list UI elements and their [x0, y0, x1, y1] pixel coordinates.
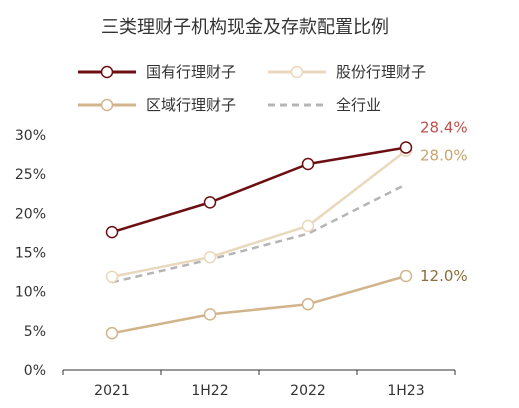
data-point — [301, 157, 315, 171]
data-point — [105, 326, 119, 340]
data-point — [203, 196, 217, 209]
data-point — [203, 308, 217, 321]
legend-item-4: 全行业 — [268, 96, 381, 114]
y-tick-label: 25% — [15, 167, 46, 183]
legend-label: 全行业 — [336, 96, 381, 114]
x-tick-label: 2022 — [290, 383, 326, 399]
series-3 — [105, 269, 413, 340]
legend-marker — [100, 65, 114, 79]
series-4 — [111, 183, 407, 284]
x-tick-label: 1H23 — [387, 383, 424, 399]
series-line — [111, 274, 407, 335]
data-label: 28.0% — [420, 147, 468, 165]
series-line — [111, 146, 407, 234]
legend-marker — [290, 65, 304, 79]
y-tick-label: 20% — [15, 206, 46, 222]
data-label: 12.0% — [420, 267, 468, 285]
x-tick-label: 1H22 — [191, 383, 228, 399]
data-point — [105, 225, 119, 239]
data-point — [203, 250, 217, 264]
data-label: 28.4% — [420, 119, 468, 137]
legend-label: 股份行理财子 — [336, 63, 426, 81]
legend-marker — [100, 98, 114, 112]
series-2 — [105, 144, 413, 284]
series-layer — [105, 141, 413, 340]
data-point — [105, 270, 119, 284]
y-tick-label: 0% — [24, 363, 46, 379]
data-point — [301, 219, 315, 233]
y-tick-label: 15% — [15, 246, 46, 262]
data-point — [399, 269, 413, 283]
y-tick-label: 10% — [15, 285, 46, 301]
legend-item-1: 国有行理财子 — [78, 63, 236, 81]
y-tick-label: 5% — [24, 324, 46, 340]
legend-label: 区域行理财子 — [146, 96, 236, 114]
axes: 2021 1H22 2022 1H23 0% 5% 10% 15% 20% 25% 30% — [15, 128, 456, 399]
legend-item-2: 股份行理财子 — [268, 63, 426, 81]
series-1 — [105, 141, 413, 239]
data-point — [301, 297, 315, 311]
series-line — [111, 149, 407, 279]
x-tick-label: 2021 — [94, 383, 130, 399]
legend-item-3: 区域行理财子 — [78, 96, 236, 114]
chart-title: 三类理财子机构现金及存款配置比例 — [101, 17, 389, 38]
legend-label: 国有行理财子 — [146, 63, 236, 81]
series-line — [111, 183, 407, 284]
data-labels: 28.4% 28.0% 12.0% — [420, 119, 468, 285]
y-tick-label: 30% — [15, 128, 46, 144]
data-point — [399, 141, 413, 154]
